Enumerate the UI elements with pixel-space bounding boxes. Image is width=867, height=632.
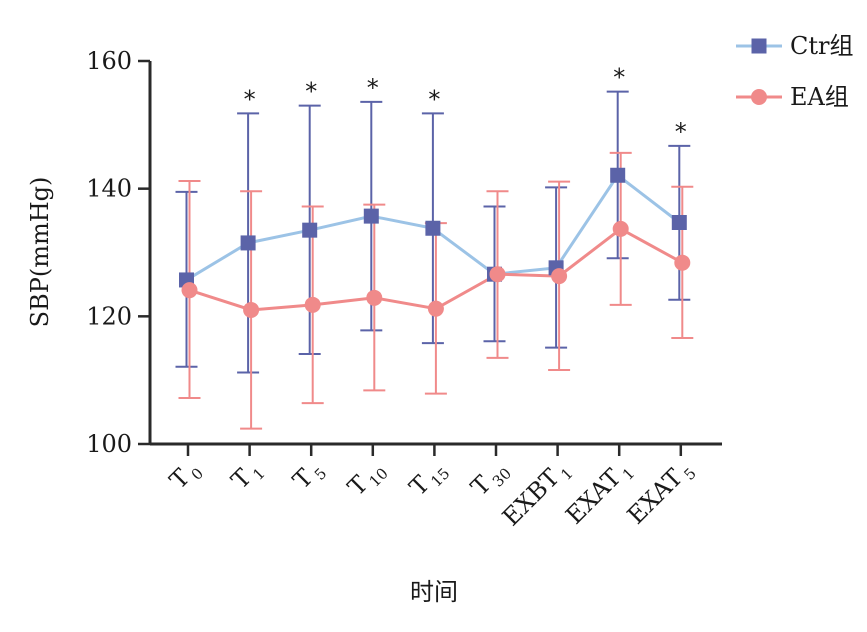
- significance-star: *: [367, 74, 379, 102]
- y-tick-label: 140: [86, 175, 132, 203]
- significance-star: *: [675, 118, 687, 146]
- significance-star: *: [428, 85, 440, 113]
- x-tick-label: T0: [164, 454, 207, 497]
- data-point-square: [610, 167, 626, 183]
- y-axis-title: SBP(mmHg): [26, 177, 54, 328]
- x-tick-label: T15: [404, 454, 454, 504]
- data-point-circle: [366, 289, 383, 306]
- significance-star: *: [305, 78, 317, 106]
- data-point-circle: [304, 296, 321, 313]
- data-point-circle: [243, 301, 260, 318]
- x-tick-label: EXAT1: [560, 454, 638, 532]
- x-tick-label: T1: [226, 454, 269, 497]
- data-point-circle: [181, 282, 198, 299]
- significance-star: *: [244, 85, 256, 113]
- legend-marker-square: [751, 38, 767, 54]
- legend-label: Ctr组: [790, 32, 853, 60]
- y-tick-label: 120: [86, 302, 132, 330]
- error-bars: [175, 90, 694, 430]
- x-tick-label: T30: [465, 454, 515, 504]
- data-point-square: [425, 220, 441, 236]
- series-markers: [179, 167, 691, 318]
- data-point-circle: [674, 254, 691, 271]
- x-tick-label: T10: [342, 454, 392, 504]
- data-point-square: [302, 222, 318, 238]
- x-axis-title: 时间: [410, 578, 458, 606]
- x-tick-label: T5: [287, 454, 330, 497]
- data-point-circle: [427, 300, 444, 317]
- series-lines: [185, 173, 684, 312]
- y-tick-label: 100: [86, 430, 132, 458]
- data-point-circle: [489, 266, 506, 283]
- significance-markers: * * * * * *: [244, 64, 687, 146]
- data-point-square: [240, 235, 256, 251]
- legend-marker-circle: [751, 89, 767, 105]
- data-point-square: [363, 208, 379, 224]
- legend-label: EA组: [790, 83, 849, 111]
- x-tick-label: EXBT1: [497, 454, 577, 534]
- data-point-square: [671, 214, 687, 230]
- x-tick-label: EXAT5: [622, 454, 700, 532]
- y-tick-label: 160: [86, 47, 132, 75]
- significance-star: *: [613, 64, 625, 92]
- legend: Ctr组 EA组: [736, 32, 853, 111]
- data-point-circle: [551, 268, 568, 285]
- data-point-circle: [612, 220, 629, 237]
